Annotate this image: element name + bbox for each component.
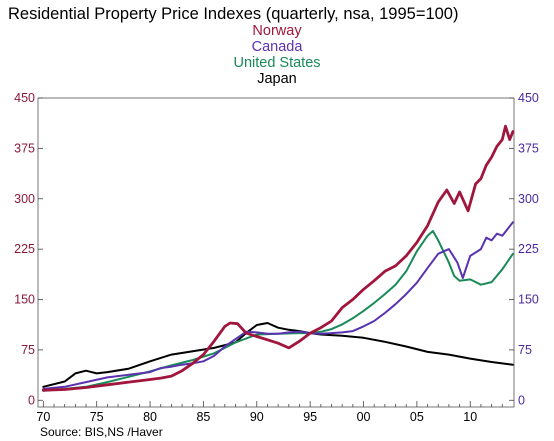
left-y-tick-label: 0: [28, 393, 35, 407]
legend-entry: Canada: [252, 39, 304, 55]
x-tick-label: 10: [463, 410, 477, 424]
left-y-axis: 0 75 150 225 300 375 450: [14, 91, 43, 407]
right-y-tick-label: 375: [518, 141, 539, 155]
x-tick-label: 70: [36, 410, 50, 424]
right-y-axis: 0 75 150 225 300 375 450: [509, 91, 539, 407]
x-tick-label: 00: [357, 410, 371, 424]
left-y-tick-label: 300: [14, 192, 35, 206]
series-line-japan: [42, 322, 514, 388]
x-tick-label: 80: [143, 410, 157, 424]
series-line-norway: [41, 124, 515, 392]
legend-entry: Norway: [252, 23, 302, 39]
left-y-tick-label: 450: [14, 91, 35, 105]
plot-frame: [37, 97, 515, 408]
right-y-tick-label: 225: [518, 242, 539, 256]
left-y-tick-label: 375: [14, 141, 35, 155]
source-note: Source: BIS,NS /Haver: [40, 425, 163, 439]
right-y-tick-label: 75: [518, 343, 532, 357]
x-tick-label: 95: [303, 410, 317, 424]
x-tick-label: 05: [410, 410, 424, 424]
left-y-tick-label: 150: [14, 293, 35, 307]
legend-entry: Japan: [257, 71, 297, 87]
series-line-canada: [42, 221, 514, 390]
chart-title: Residential Property Price Indexes (quar…: [8, 5, 458, 23]
x-axis: 70 75 80 85 90 95 00 05 10: [36, 401, 503, 424]
right-y-tick-label: 150: [518, 293, 539, 307]
right-y-tick-label: 0: [518, 393, 525, 407]
x-tick-label: 75: [90, 410, 104, 424]
right-y-tick-label: 300: [518, 192, 539, 206]
left-y-tick-label: 75: [21, 343, 35, 357]
x-tick-label: 90: [250, 410, 264, 424]
right-y-tick-label: 450: [518, 91, 539, 105]
legend-entry: United States: [233, 55, 320, 71]
series-line-united-states: [42, 230, 514, 392]
left-y-tick-label: 225: [14, 242, 35, 256]
x-tick-label: 85: [196, 410, 210, 424]
series-layer: [41, 124, 515, 392]
plot-area: [37, 97, 515, 408]
